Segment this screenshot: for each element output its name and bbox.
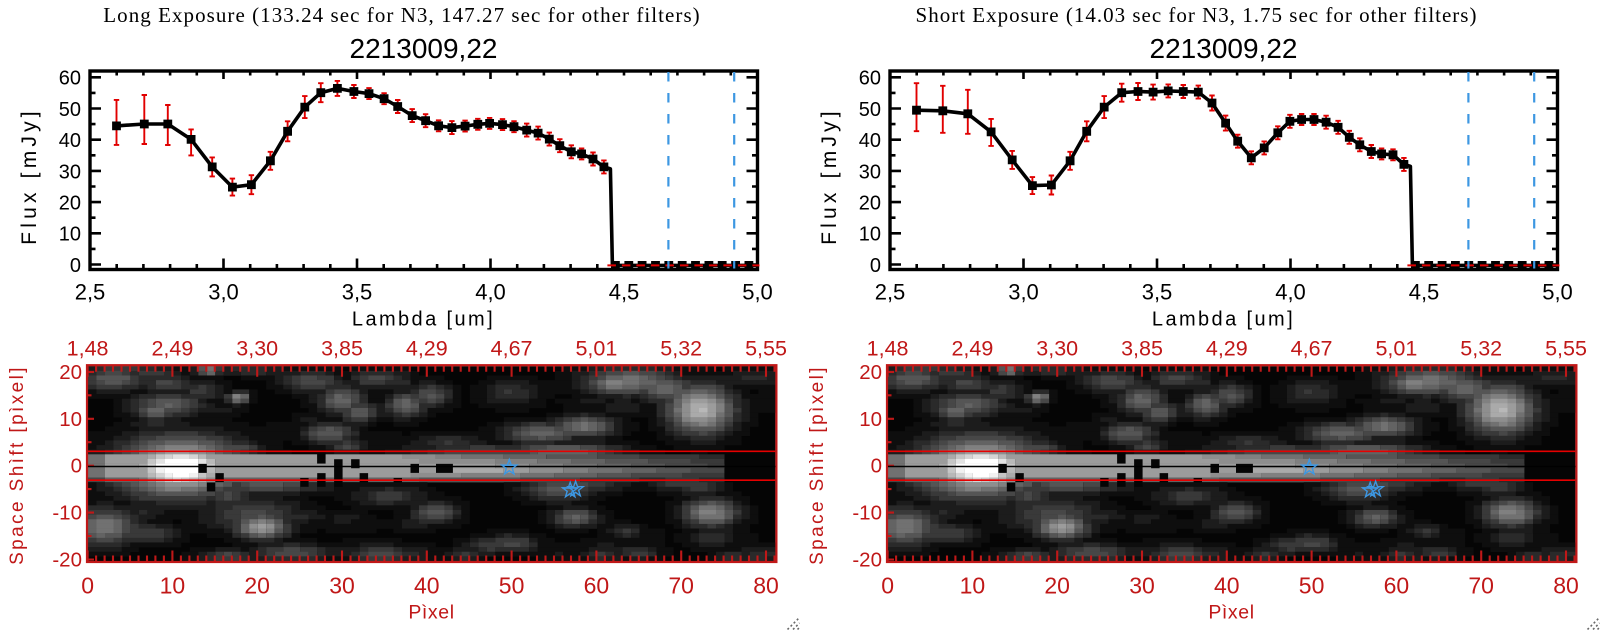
svg-text:40: 40 bbox=[414, 573, 440, 599]
svg-text:20: 20 bbox=[59, 193, 81, 215]
svg-text:Flux [mJy]: Flux [mJy] bbox=[18, 107, 41, 245]
svg-text:Lambda [um]: Lambda [um] bbox=[1152, 309, 1295, 331]
svg-text:50: 50 bbox=[499, 573, 525, 599]
svg-text:70: 70 bbox=[668, 573, 694, 599]
svg-text:2213009,22: 2213009,22 bbox=[1150, 33, 1298, 64]
svg-text:1,48: 1,48 bbox=[67, 337, 109, 361]
svg-text:3,5: 3,5 bbox=[342, 280, 373, 305]
svg-text:60: 60 bbox=[59, 68, 81, 90]
svg-text:2,5: 2,5 bbox=[875, 280, 906, 305]
svg-text:5,01: 5,01 bbox=[575, 337, 617, 361]
svg-text:5,0: 5,0 bbox=[742, 280, 773, 305]
svg-text:30: 30 bbox=[329, 573, 355, 599]
svg-text:50: 50 bbox=[859, 99, 881, 121]
svg-text:0: 0 bbox=[81, 573, 94, 599]
svg-text:Space Shìft [pìxel]: Space Shìft [pìxel] bbox=[7, 365, 28, 565]
svg-text:4,0: 4,0 bbox=[1275, 280, 1306, 305]
svg-text:5,32: 5,32 bbox=[660, 337, 702, 361]
svg-text:4,5: 4,5 bbox=[1409, 280, 1440, 305]
svg-text:20: 20 bbox=[59, 361, 82, 384]
svg-text:4,0: 4,0 bbox=[475, 280, 506, 305]
svg-text:Long Exposure (133.24 sec for: Long Exposure (133.24 sec for N3, 147.27… bbox=[103, 3, 700, 27]
svg-text:10: 10 bbox=[59, 408, 82, 431]
svg-text:5,0: 5,0 bbox=[1542, 280, 1573, 305]
svg-text:Flux [mJy]: Flux [mJy] bbox=[818, 107, 841, 245]
svg-text:0: 0 bbox=[71, 455, 82, 478]
svg-text:4,67: 4,67 bbox=[491, 337, 533, 361]
svg-text:2213009,22: 2213009,22 bbox=[350, 33, 498, 64]
svg-text:10: 10 bbox=[160, 573, 186, 599]
svg-text:60: 60 bbox=[859, 68, 881, 90]
svg-text:80: 80 bbox=[753, 573, 779, 599]
svg-text:0: 0 bbox=[70, 255, 81, 277]
svg-text:3,30: 3,30 bbox=[236, 337, 278, 361]
svg-text:10: 10 bbox=[59, 224, 81, 246]
svg-text:20: 20 bbox=[244, 573, 270, 599]
svg-text:3,0: 3,0 bbox=[1008, 280, 1039, 305]
svg-text:3,85: 3,85 bbox=[321, 337, 363, 361]
svg-text:30: 30 bbox=[859, 161, 881, 183]
svg-text:10: 10 bbox=[859, 224, 881, 246]
svg-text:3,5: 3,5 bbox=[1142, 280, 1173, 305]
svg-text:20: 20 bbox=[859, 193, 881, 215]
svg-text:Pìxel: Pìxel bbox=[408, 602, 454, 624]
svg-text:4,5: 4,5 bbox=[609, 280, 640, 305]
svg-text:30: 30 bbox=[59, 161, 81, 183]
svg-text:40: 40 bbox=[859, 130, 881, 152]
svg-text:-20: -20 bbox=[52, 549, 82, 572]
svg-text:60: 60 bbox=[584, 573, 610, 599]
svg-text:0: 0 bbox=[870, 255, 881, 277]
svg-text:3,0: 3,0 bbox=[208, 280, 239, 305]
svg-text:-10: -10 bbox=[52, 502, 82, 525]
svg-text:5,55: 5,55 bbox=[745, 337, 787, 361]
svg-text:2,5: 2,5 bbox=[75, 280, 106, 305]
svg-text:2,49: 2,49 bbox=[151, 337, 193, 361]
svg-text:Lambda [um]: Lambda [um] bbox=[352, 309, 495, 331]
svg-text:40: 40 bbox=[59, 130, 81, 152]
svg-text:50: 50 bbox=[59, 99, 81, 121]
svg-text:4,29: 4,29 bbox=[406, 337, 448, 361]
svg-text:Short Exposure (14.03 sec for: Short Exposure (14.03 sec for N3, 1.75 s… bbox=[916, 3, 1478, 27]
